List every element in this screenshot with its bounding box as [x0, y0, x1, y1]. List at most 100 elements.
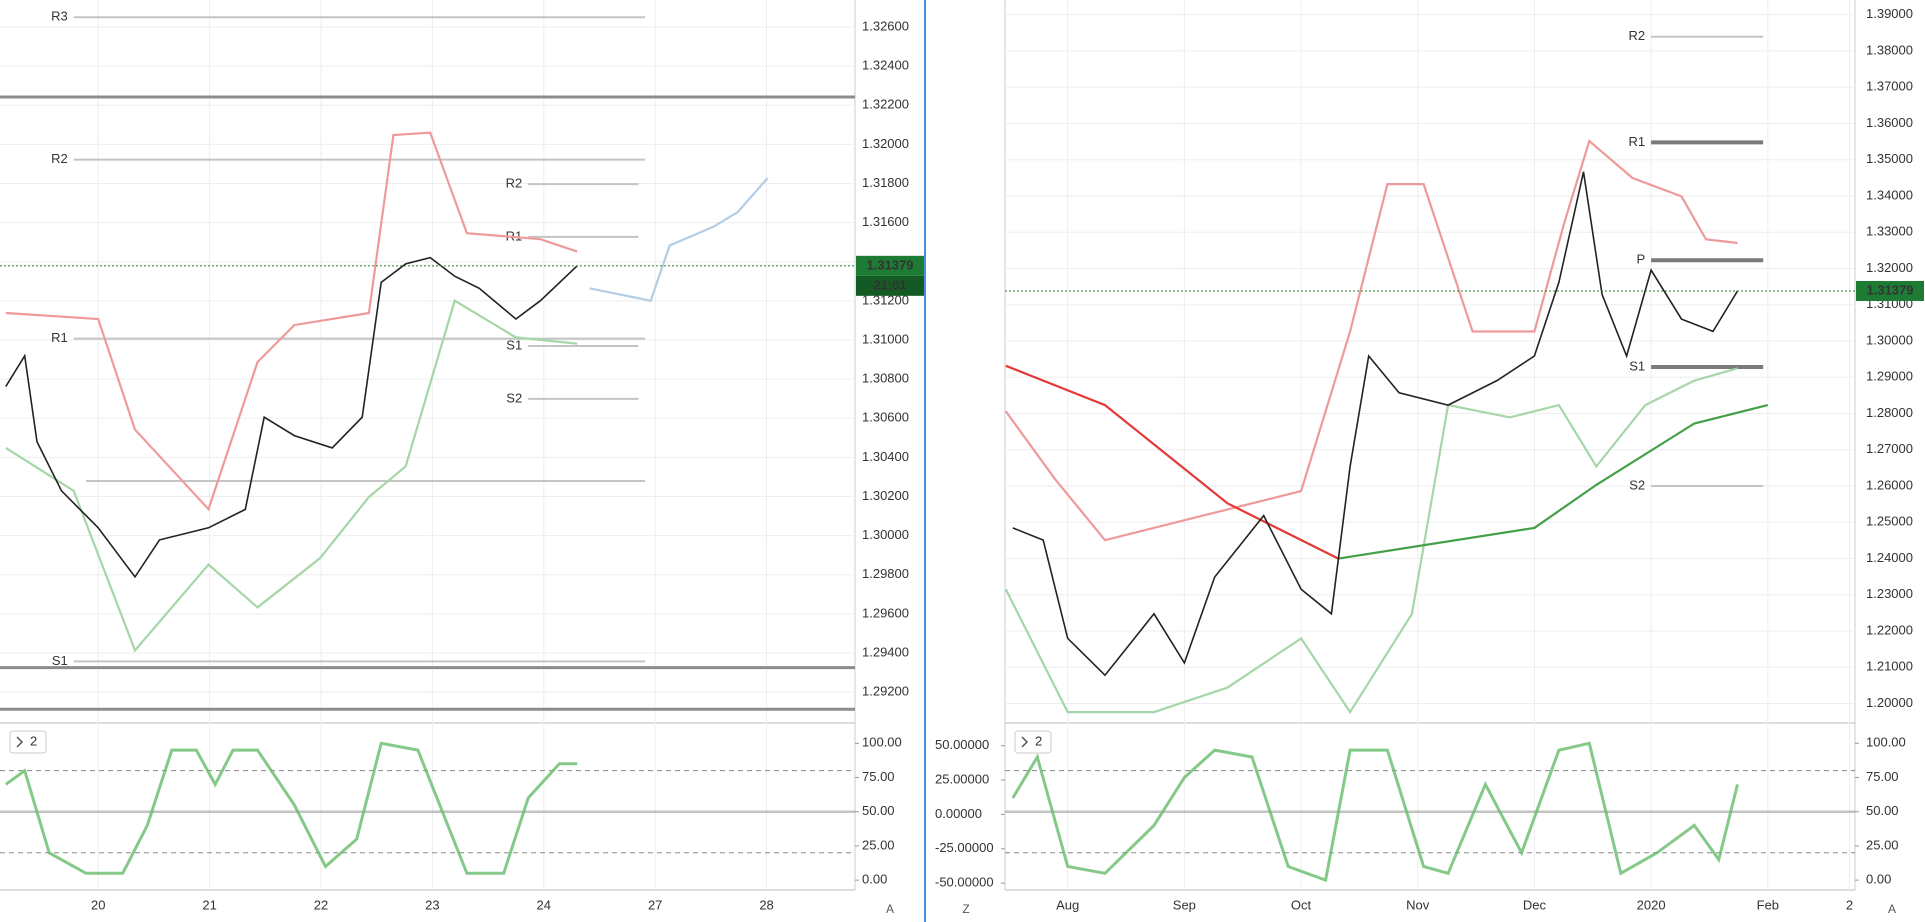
- pivot-label: S1: [52, 653, 68, 668]
- y-tick-label: 1.30800: [862, 371, 909, 386]
- osc-tick-label: 0.00: [1866, 872, 1891, 887]
- auto-scale-button[interactable]: A: [1888, 902, 1896, 916]
- y-tick-label: 1.30000: [862, 527, 909, 542]
- y-tick-label: 1.39000: [1866, 6, 1913, 21]
- y-tick-label: 1.31000: [862, 331, 909, 346]
- pivot-label: R2: [51, 151, 68, 166]
- x-tick-label: 27: [648, 897, 662, 912]
- y-tick-label: 1.32400: [862, 58, 909, 73]
- zoom-button[interactable]: Z: [962, 902, 969, 916]
- y-tick-label: 1.27000: [1866, 441, 1913, 456]
- y-tick-label: 1.31200: [862, 292, 909, 307]
- x-tick-label: 2020: [1637, 897, 1666, 912]
- osc-legend: 2: [9, 730, 47, 754]
- countdown-label: 21:01: [873, 277, 906, 292]
- y-tick-label: 1.36000: [1866, 115, 1913, 130]
- x-tick-label: 22: [314, 897, 328, 912]
- oscillator-line: [1011, 741, 1739, 883]
- x-tick-label: 2: [1846, 897, 1853, 912]
- x-tick-label: 28: [759, 897, 773, 912]
- price-tag-label: 1.31379: [1867, 282, 1914, 297]
- y-tick-label: 1.26000: [1866, 477, 1913, 492]
- y-tick-label: 1.30200: [862, 488, 909, 503]
- y-tick-label: 1.32000: [1866, 260, 1913, 275]
- pivot-label: S2: [506, 390, 522, 405]
- osc-left-tick-label: 25.00000: [935, 772, 989, 787]
- legend-label: 2: [1035, 733, 1042, 748]
- x-tick-label: Aug: [1056, 897, 1079, 912]
- y-tick-label: 1.25000: [1866, 514, 1913, 529]
- y-tick-label: 1.35000: [1866, 151, 1913, 166]
- y-tick-label: 1.29000: [1866, 369, 1913, 384]
- osc-tick-label: 50.00: [1866, 803, 1899, 818]
- osc-tick-label: 0.00: [862, 872, 887, 887]
- pivot-label: R3: [51, 9, 68, 24]
- x-tick-label: 21: [202, 897, 216, 912]
- price-line: [1004, 367, 1738, 715]
- y-tick-label: 1.32000: [862, 136, 909, 151]
- y-tick-label: 1.22000: [1866, 622, 1913, 637]
- pivot-label: R1: [1629, 134, 1646, 149]
- price-line: [5, 256, 578, 579]
- price-tag-label: 1.31379: [867, 257, 914, 272]
- price-tag: [1856, 280, 1924, 301]
- pivot-label: R2: [506, 176, 523, 191]
- x-tick-label: 20: [91, 897, 105, 912]
- buttons: A Z A: [886, 902, 1896, 916]
- y-tick-label: 1.20000: [1866, 695, 1913, 710]
- x-tick-label: 24: [537, 897, 551, 912]
- y-tick-label: 1.31800: [862, 175, 909, 190]
- osc-left-tick-label: -25.00000: [935, 840, 994, 855]
- price-line: [1338, 404, 1769, 560]
- osc-tick-label: 100.00: [862, 735, 902, 750]
- osc-tick-label: 75.00: [862, 769, 895, 784]
- y-tick-label: 1.30400: [862, 449, 909, 464]
- pivot-label: P: [1636, 252, 1645, 267]
- oscillator-line: [4, 741, 578, 875]
- y-tick-label: 1.29200: [862, 684, 909, 699]
- y-tick-label: 1.30000: [1866, 332, 1913, 347]
- x-tick-label: Feb: [1757, 897, 1779, 912]
- pivot-label: S2: [1629, 477, 1645, 492]
- legend-label: 2: [30, 733, 37, 748]
- osc-left-tick-label: 0.00000: [935, 806, 982, 821]
- y-tick-label: 1.32200: [862, 97, 909, 112]
- x-tick-label: 23: [425, 897, 439, 912]
- pivot-label: R1: [51, 330, 68, 345]
- y-tick-label: 1.21000: [1866, 659, 1913, 674]
- osc-legend: 2: [1014, 730, 1052, 754]
- osc-tick-label: 75.00: [1866, 769, 1899, 784]
- price-line: [589, 177, 769, 302]
- y-tick-label: 1.32600: [862, 18, 909, 33]
- y-tick-label: 1.31600: [862, 214, 909, 229]
- y-tick-label: 1.29800: [862, 566, 909, 581]
- chevron-icon: [16, 736, 24, 748]
- x-tick-label: Oct: [1291, 897, 1312, 912]
- legend-box: [9, 730, 47, 754]
- y-tick-label: 1.34000: [1866, 187, 1913, 202]
- osc-tick-label: 50.00: [862, 803, 895, 818]
- y-tick-label: 1.29400: [862, 644, 909, 659]
- osc-left-tick-label: 50.00000: [935, 737, 989, 752]
- price-line: [1012, 171, 1739, 677]
- pivot-label: S1: [506, 337, 522, 352]
- pivot-label: S1: [1629, 358, 1645, 373]
- y-tick-label: 1.24000: [1866, 550, 1913, 565]
- price-tag: [856, 255, 924, 276]
- auto-scale-button[interactable]: A: [886, 902, 894, 916]
- osc-tick-label: 25.00: [1866, 837, 1899, 852]
- y-tick-label: 1.33000: [1866, 224, 1913, 239]
- price-line: [1004, 139, 1738, 542]
- chevron-icon: [1021, 736, 1029, 748]
- price-line: [5, 131, 578, 512]
- pivot-label: R1: [506, 228, 523, 243]
- y-tick-label: 1.30600: [862, 410, 909, 425]
- osc-tick-label: 100.00: [1866, 735, 1906, 750]
- x-tick-label: Nov: [1406, 897, 1430, 912]
- x-tick-label: Dec: [1523, 897, 1547, 912]
- pivot-label: R2: [1629, 28, 1646, 43]
- legend-box: [1014, 730, 1052, 754]
- x-tick-label: Sep: [1173, 897, 1196, 912]
- y-tick-label: 1.37000: [1866, 79, 1913, 94]
